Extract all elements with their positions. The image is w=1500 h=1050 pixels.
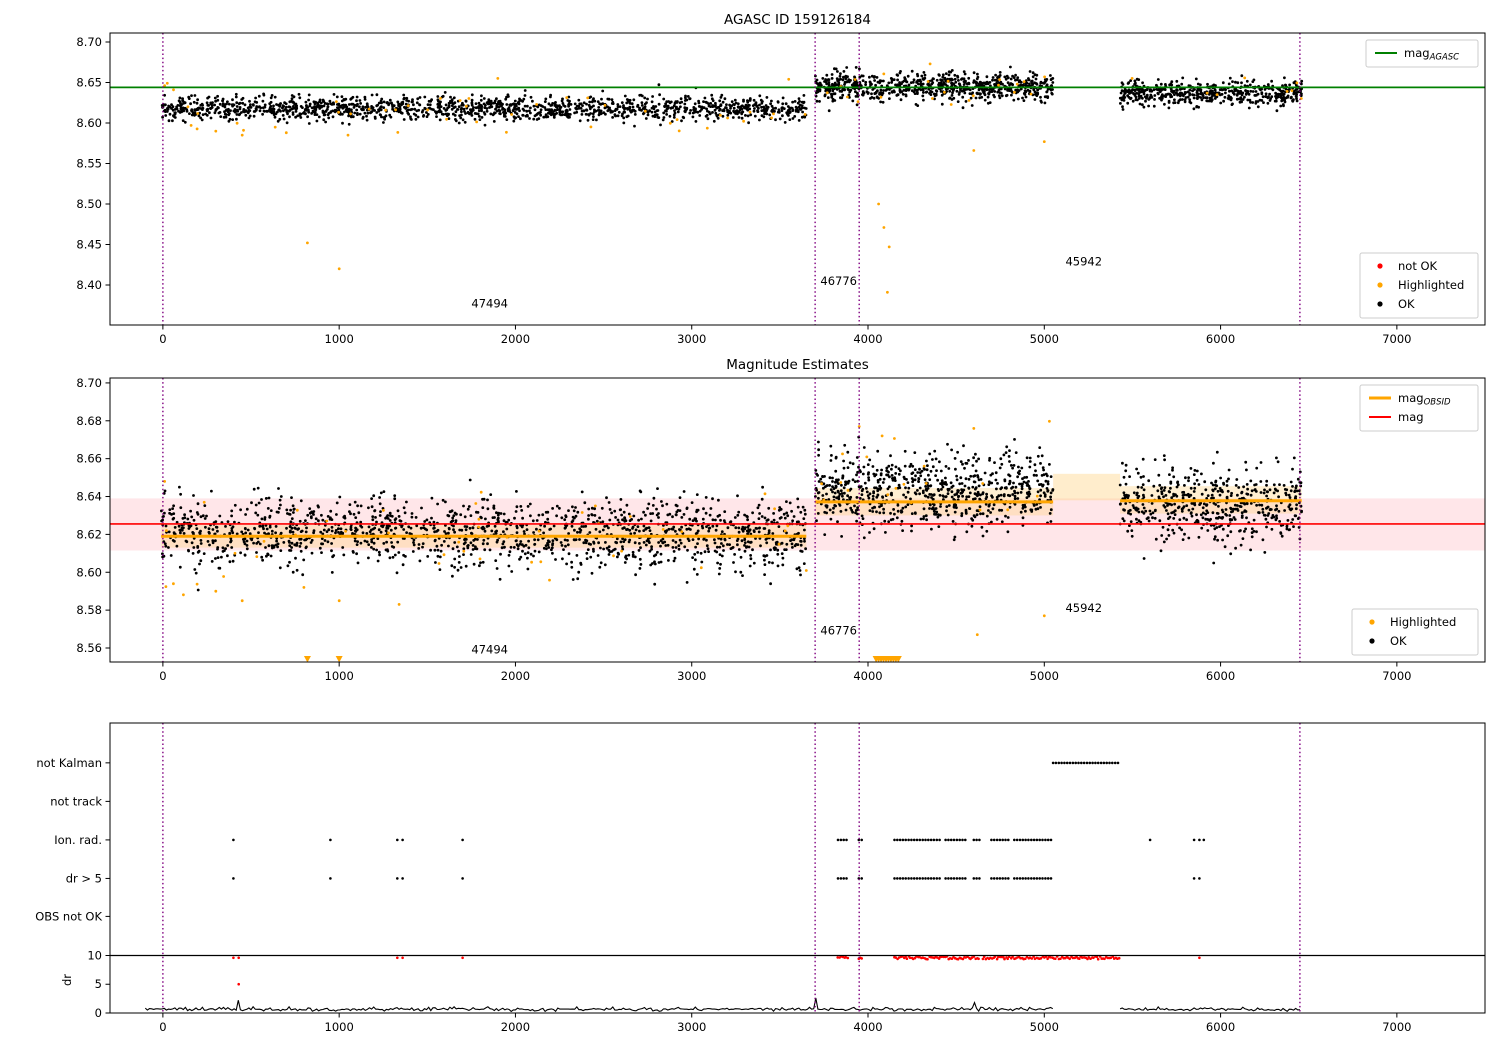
legend-label: mag [1398,410,1424,424]
plot-agasc-title: AGASC ID 159126184 [724,12,871,28]
flag-row-label: not track [50,794,102,808]
clipped-low-marker [335,656,343,663]
y-tick-label: 8.62 [76,527,102,541]
flag-row-label: dr > 5 [66,871,102,885]
legend-dot-swatch [1369,619,1375,625]
legend-label: magAGASC [1404,46,1459,63]
highlighted-points [163,62,1303,294]
legend-dot-swatch [1377,263,1383,269]
clipped-low-marker [303,656,311,663]
dr-capped-points [232,955,1201,986]
x-tick-label: 4000 [853,669,882,683]
x-tick-label: 0 [159,669,166,683]
clipped-low-marker [894,656,902,663]
legend-label: OK [1390,634,1407,648]
x-tick-label: 0 [159,1020,166,1034]
legend-label: Highlighted [1390,615,1456,629]
x-tick-label: 3000 [677,332,706,346]
dr-axis-label: dr [60,973,74,987]
x-tick-label: 2000 [501,332,530,346]
legend: not OK Highlighted OK [1359,252,1479,319]
dr-trace-line [144,997,1054,1013]
x-tick-label: 6000 [1206,332,1235,346]
y-tick-label: 8.65 [76,75,102,89]
y-tick-label: 8.70 [76,35,102,49]
plot-agasc: 47494 46776 45942 0 1000 2000 3000 4000 5000 6000… [76,32,1486,346]
flag-row-label: OBS not OK [35,909,102,923]
axes-border [109,377,1486,663]
plot-flags: 0 1000 2000 3000 4000 5000 6000 7000 not Kalman n… [35,722,1486,1034]
axes-border [109,32,1486,326]
legend-dot-swatch [1377,282,1383,288]
axes-border [109,722,1486,1014]
y-tick-label: 8.40 [76,278,102,292]
x-tick-label: 3000 [677,1020,706,1034]
x-tick-label: 4000 [853,332,882,346]
x-tick-label: 7000 [1382,332,1411,346]
x-tick-label: 0 [159,332,166,346]
dr-tick-label: 0 [95,1006,102,1020]
plot-estimates: 47494 46776 45942 0 1000 2000 3000 4000 5000 6000… [76,376,1486,683]
flag-row-label: Ion. rad. [54,833,102,847]
x-tick-label: 6000 [1206,1020,1235,1034]
obsid-annotation: 45942 [1065,255,1102,269]
x-tick-label: 7000 [1382,669,1411,683]
plot-estimates-title: Magnitude Estimates [726,357,869,373]
legend-box [1365,39,1479,68]
obsid-annotation: 45942 [1065,601,1102,615]
y-tick-label: 8.56 [76,641,102,655]
obsid-annotation: 46776 [820,274,857,288]
y-tick-label: 8.60 [76,565,102,579]
y-tick-label: 8.60 [76,116,102,130]
legend: Highlighted OK [1351,608,1479,656]
y-tick-label: 8.68 [76,414,102,428]
legend-label: magOBSID [1398,391,1451,408]
x-tick-label: 1000 [325,1020,354,1034]
y-tick-label: 8.45 [76,237,102,251]
ok-points [160,65,1304,128]
x-tick-label: 1000 [325,332,354,346]
y-tick-label: 8.58 [76,603,102,617]
confidence-band [1053,473,1121,501]
x-tick-label: 5000 [1030,1020,1059,1034]
obsid-annotation: 46776 [820,624,857,638]
x-tick-label: 2000 [501,669,530,683]
dr-trace-line [1119,1006,1300,1012]
x-tick-label: 6000 [1206,669,1235,683]
legend-label: not OK [1398,259,1438,273]
legend-label: Highlighted [1398,278,1464,292]
legend-box [1359,252,1479,319]
dr-tick-label: 10 [87,948,102,962]
dr-tick-label: 5 [95,977,102,991]
legend: magOBSID mag [1359,384,1479,432]
x-tick-label: 3000 [677,669,706,683]
legend-dot-swatch [1377,301,1383,307]
y-tick-label: 8.70 [76,376,102,390]
legend: magAGASC [1365,39,1479,68]
x-tick-label: 2000 [501,1020,530,1034]
obsid-annotation: 47494 [471,297,508,311]
x-tick-label: 4000 [853,1020,882,1034]
obsid-annotation: 47494 [471,643,508,657]
y-tick-label: 8.64 [76,490,102,504]
x-tick-label: 7000 [1382,1020,1411,1034]
x-tick-label: 5000 [1030,332,1059,346]
legend-dot-swatch [1369,638,1375,644]
legend-label: OK [1398,297,1415,311]
flag-row-label: not Kalman [36,756,102,770]
y-tick-label: 8.55 [76,156,102,170]
x-tick-label: 5000 [1030,669,1059,683]
y-tick-label: 8.66 [76,452,102,466]
legend-box [1351,608,1479,656]
y-tick-label: 8.50 [76,197,102,211]
x-tick-label: 1000 [325,669,354,683]
